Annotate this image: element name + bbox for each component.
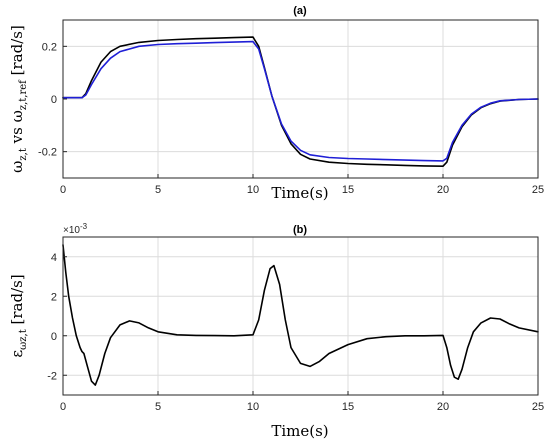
panel-a-title: (a) — [293, 5, 307, 17]
series-line-a-0 — [62, 36, 539, 167]
panel-b-chart: (b) ×10-3 0 5 10 15 20 25 -2 0 2 4 Time(s) εωz,t… — [8, 222, 544, 440]
panel-a-ylabel: ωz,t vs ωz,t,ref [rad/s] — [8, 25, 29, 173]
ylabel-a-omega1: ω — [8, 161, 26, 173]
y-tick-label: 0 — [51, 94, 57, 106]
x-tick-label: 25 — [532, 401, 544, 413]
x-tick-label: 0 — [60, 401, 66, 413]
x-tick-label: 15 — [342, 184, 354, 196]
y-tick-label: 2 — [51, 291, 57, 303]
panel-b-ylabel: εωz,t [rad/s] — [8, 274, 29, 357]
x-tick-label: 25 — [532, 184, 544, 196]
x-tick-label: 20 — [437, 401, 449, 413]
panel-b-exponent: ×10-3 — [63, 222, 88, 236]
exponent-base: ×10 — [63, 225, 80, 236]
x-tick-label: 0 — [60, 184, 66, 196]
y-tick-label: 4 — [51, 252, 57, 264]
y-tick-label: 0 — [51, 331, 57, 343]
y-tick-label: -0.2 — [38, 147, 57, 159]
ylabel-b-epsilon: ε — [8, 350, 26, 358]
panel-b-xlabel: Time(s) — [271, 422, 328, 440]
x-tick-label: 15 — [342, 401, 354, 413]
series-line-a-1 — [62, 40, 539, 162]
series-line-b-0 — [62, 244, 539, 386]
panel-a-chart: (a) 0 5 10 15 20 25 -0.2 0 0.2 Time(s) ωz,t vs … — [8, 5, 544, 202]
panel-b-title: (b) — [293, 224, 307, 236]
x-tick-label: 10 — [247, 184, 259, 196]
x-tick-label: 5 — [155, 184, 161, 196]
ylabel-b-unit: [rad/s] — [8, 274, 26, 329]
y-tick-label: -2 — [47, 370, 57, 382]
ylabel-a-sub1: z,t — [18, 148, 29, 160]
ylabel-a-vs: vs — [8, 122, 26, 148]
panel-b-axes-box — [62, 236, 539, 396]
x-tick-label: 5 — [155, 401, 161, 413]
ylabel-b-sub: ωz,t — [18, 329, 29, 350]
ylabel-a-unit: [rad/s] — [8, 25, 26, 80]
exponent-power: -3 — [80, 222, 88, 231]
x-tick-label: 10 — [247, 401, 259, 413]
ylabel-a-sub2: z,t,ref — [18, 79, 29, 110]
y-tick-label: 0.2 — [42, 41, 57, 53]
x-tick-label: 20 — [437, 184, 449, 196]
panel-a-xlabel: Time(s) — [271, 184, 328, 202]
ylabel-a-omega2: ω — [8, 110, 26, 122]
